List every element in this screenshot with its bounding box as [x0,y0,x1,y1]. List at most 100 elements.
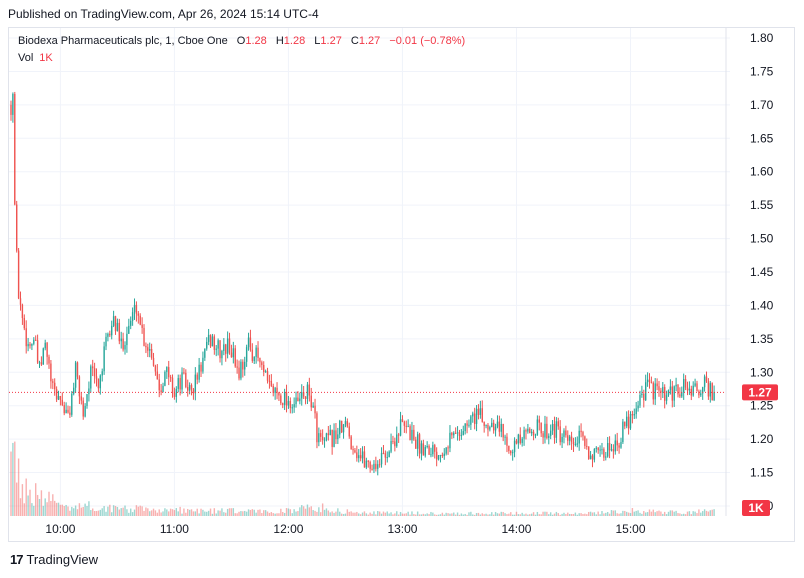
candle-body [532,431,535,435]
volume-bar [553,513,556,516]
candle-body [603,449,605,458]
volume-bar [244,510,246,516]
volume-bar [33,505,35,516]
volume-bar [405,513,407,516]
candle-body [93,368,96,377]
volume-bar [616,513,618,516]
volume-bar [240,511,242,516]
candle-body [154,365,157,372]
volume-bar [272,513,274,516]
footer-brand[interactable]: 17 TradingView [10,552,98,567]
candle-body [346,421,349,427]
volume-bar [660,511,662,516]
candle-body [169,377,172,379]
volume-bar [709,510,711,516]
candle-body [158,379,160,391]
volume-bar [578,513,580,516]
candle-body [644,382,647,401]
candle-body [534,434,537,436]
volume-bar [312,510,314,516]
volume-bar [365,513,368,516]
volume-bar [16,482,18,516]
candle-body [542,433,544,438]
candle-body [610,449,613,451]
volume-bar [644,512,647,516]
volume-bar [586,514,588,516]
volume-bar [139,505,141,516]
y-tick-label: 1.80 [750,31,774,45]
volume-bar [618,513,620,516]
candle-body [443,453,445,457]
volume-bar [394,513,396,516]
candle-body [563,430,565,437]
volume-bar [377,511,379,516]
volume-bar [532,512,535,516]
volume-bar [112,505,115,516]
candle-body [614,440,616,452]
last-price-line: 1.27 1K [9,384,778,516]
candle-body [190,385,193,390]
price-chart[interactable]: 1.80 1.75 1.70 1.65 1.60 1.55 1.50 1.45 1.40 1.35… [0,0,804,545]
candle-body [225,344,227,354]
volume-bar [40,490,43,516]
volume-bar [496,513,499,516]
candle-body [69,412,71,415]
volume-badge-label: 1K [748,501,764,515]
candle-body [574,444,577,446]
volume-bar [502,511,504,516]
candle-body [546,423,548,438]
volume-bar [601,511,603,516]
volume-bar [371,513,373,516]
candle-body [187,387,189,391]
candle-body [302,392,305,397]
candle-body [78,376,81,397]
candle-body [29,344,31,346]
candle-body [52,381,54,383]
candle-body [299,398,301,402]
volume-bar [207,510,210,516]
candle-body [584,436,586,446]
candle-body [641,393,643,396]
volume-bar [460,513,463,516]
volume-bar [335,511,337,516]
volume-bar [378,511,381,516]
volume-bar [346,509,349,516]
candle-body [333,430,335,447]
candle-body [561,436,563,443]
candle-body [380,452,383,465]
volume-bar [415,514,417,516]
volume-bar [302,506,305,516]
volume-legend: Vol 1K [18,52,53,64]
volume-bar [310,506,312,516]
volume-bar [333,512,335,516]
volume-bar [350,511,352,516]
volume-bar [308,507,311,516]
candle-body [359,455,362,459]
candle-body [331,429,333,447]
volume-bar [295,511,297,516]
candle-body [82,400,84,417]
chart-frame[interactable] [8,27,795,542]
volume-bar [114,505,117,516]
volume-bar [492,514,495,516]
candle-body [496,421,499,427]
candle-body [283,392,286,405]
volume-bar [681,514,683,516]
y-tick-label: 1.35 [750,332,774,346]
candle-body [196,374,198,380]
volume-bar [318,507,320,516]
volume-bar [169,508,172,516]
candle-body [407,426,409,428]
x-tick-label: 10:00 [45,522,75,536]
candle-body [112,316,115,326]
candle-body [363,451,366,468]
candle-body [677,384,679,395]
volume-bar [549,512,552,516]
candle-body [416,434,419,449]
volume-bar [301,505,303,516]
candle-body [282,403,284,405]
volume-bar [382,511,385,516]
candle-body [137,313,140,316]
volume-bar [506,514,508,516]
volume-bar [188,509,191,516]
